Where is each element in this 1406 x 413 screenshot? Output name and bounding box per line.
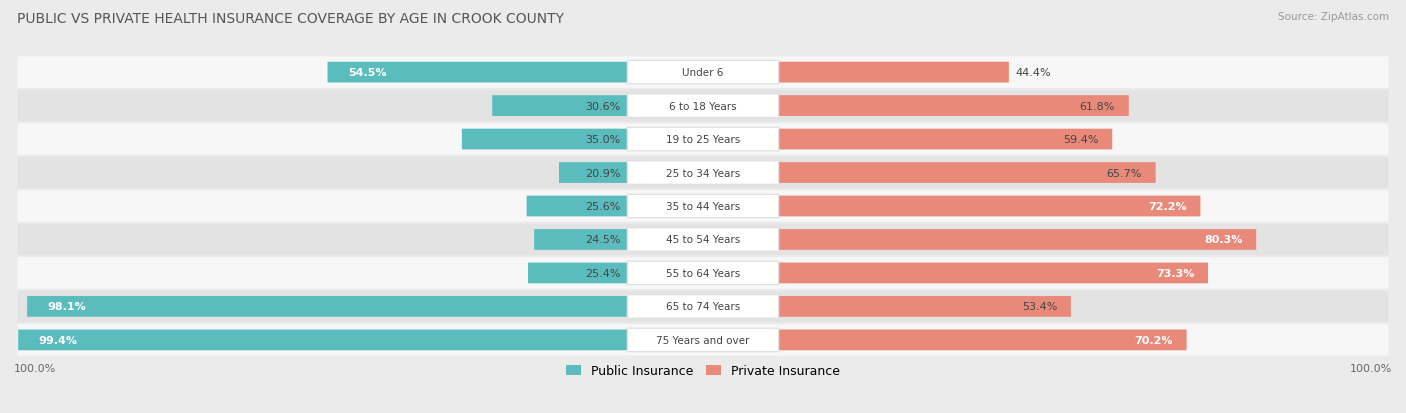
- Text: 73.3%: 73.3%: [1156, 268, 1194, 278]
- Text: 25.6%: 25.6%: [585, 202, 620, 211]
- Text: 35.0%: 35.0%: [585, 135, 620, 145]
- Text: 100.0%: 100.0%: [14, 363, 56, 373]
- Text: PUBLIC VS PRIVATE HEALTH INSURANCE COVERAGE BY AGE IN CROOK COUNTY: PUBLIC VS PRIVATE HEALTH INSURANCE COVER…: [17, 12, 564, 26]
- FancyBboxPatch shape: [703, 296, 1071, 317]
- Text: 98.1%: 98.1%: [48, 301, 87, 312]
- FancyBboxPatch shape: [17, 90, 1389, 122]
- FancyBboxPatch shape: [703, 230, 1256, 250]
- Text: 75 Years and over: 75 Years and over: [657, 335, 749, 345]
- Text: 45 to 54 Years: 45 to 54 Years: [666, 235, 740, 245]
- FancyBboxPatch shape: [17, 291, 1389, 323]
- Text: 25 to 34 Years: 25 to 34 Years: [666, 168, 740, 178]
- Text: 72.2%: 72.2%: [1149, 202, 1187, 211]
- FancyBboxPatch shape: [627, 161, 779, 185]
- Text: 100.0%: 100.0%: [1350, 363, 1392, 373]
- FancyBboxPatch shape: [492, 96, 703, 117]
- FancyBboxPatch shape: [18, 330, 703, 350]
- Text: 65 to 74 Years: 65 to 74 Years: [666, 301, 740, 312]
- Text: 55 to 64 Years: 55 to 64 Years: [666, 268, 740, 278]
- FancyBboxPatch shape: [627, 228, 779, 252]
- FancyBboxPatch shape: [461, 129, 703, 150]
- FancyBboxPatch shape: [17, 324, 1389, 356]
- Text: 59.4%: 59.4%: [1063, 135, 1098, 145]
- FancyBboxPatch shape: [529, 263, 703, 284]
- FancyBboxPatch shape: [703, 163, 1156, 183]
- Text: 53.4%: 53.4%: [1022, 301, 1057, 312]
- Text: 30.6%: 30.6%: [585, 101, 620, 112]
- FancyBboxPatch shape: [627, 128, 779, 152]
- FancyBboxPatch shape: [703, 63, 1010, 83]
- FancyBboxPatch shape: [703, 196, 1201, 217]
- FancyBboxPatch shape: [703, 263, 1208, 284]
- FancyBboxPatch shape: [17, 157, 1389, 189]
- FancyBboxPatch shape: [627, 95, 779, 118]
- FancyBboxPatch shape: [627, 261, 779, 285]
- FancyBboxPatch shape: [627, 328, 779, 352]
- FancyBboxPatch shape: [560, 163, 703, 183]
- FancyBboxPatch shape: [17, 191, 1389, 222]
- Text: 65.7%: 65.7%: [1107, 168, 1142, 178]
- Text: 24.5%: 24.5%: [585, 235, 620, 245]
- FancyBboxPatch shape: [527, 196, 703, 217]
- Legend: Public Insurance, Private Insurance: Public Insurance, Private Insurance: [561, 359, 845, 382]
- FancyBboxPatch shape: [328, 63, 703, 83]
- FancyBboxPatch shape: [703, 96, 1129, 117]
- FancyBboxPatch shape: [27, 296, 703, 317]
- FancyBboxPatch shape: [627, 195, 779, 218]
- Text: 19 to 25 Years: 19 to 25 Years: [666, 135, 740, 145]
- FancyBboxPatch shape: [17, 57, 1389, 89]
- FancyBboxPatch shape: [703, 129, 1112, 150]
- Text: Under 6: Under 6: [682, 68, 724, 78]
- FancyBboxPatch shape: [17, 258, 1389, 289]
- Text: 35 to 44 Years: 35 to 44 Years: [666, 202, 740, 211]
- FancyBboxPatch shape: [627, 61, 779, 85]
- Text: Source: ZipAtlas.com: Source: ZipAtlas.com: [1278, 12, 1389, 22]
- Text: 99.4%: 99.4%: [39, 335, 77, 345]
- Text: 44.4%: 44.4%: [1015, 68, 1052, 78]
- FancyBboxPatch shape: [627, 295, 779, 318]
- FancyBboxPatch shape: [17, 224, 1389, 256]
- Text: 20.9%: 20.9%: [585, 168, 620, 178]
- FancyBboxPatch shape: [703, 330, 1187, 350]
- Text: 80.3%: 80.3%: [1204, 235, 1243, 245]
- Text: 54.5%: 54.5%: [349, 68, 387, 78]
- FancyBboxPatch shape: [17, 124, 1389, 155]
- Text: 6 to 18 Years: 6 to 18 Years: [669, 101, 737, 112]
- FancyBboxPatch shape: [534, 230, 703, 250]
- Text: 70.2%: 70.2%: [1135, 335, 1173, 345]
- Text: 61.8%: 61.8%: [1080, 101, 1115, 112]
- Text: 25.4%: 25.4%: [585, 268, 620, 278]
